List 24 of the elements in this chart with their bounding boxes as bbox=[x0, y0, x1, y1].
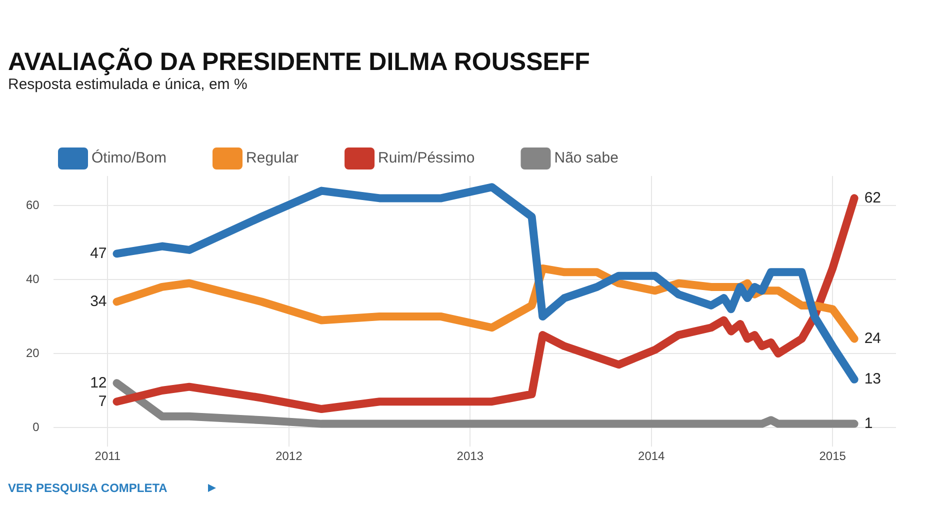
x-tick-label: 2014 bbox=[638, 449, 666, 464]
x-tick-label: 2012 bbox=[276, 449, 303, 464]
data-label: 12 bbox=[90, 374, 107, 392]
legend-label: Ótimo/Bom bbox=[92, 148, 167, 167]
chart-title: AVALIAÇÃO DA PRESIDENTE DILMA ROUSSEFF bbox=[8, 48, 591, 76]
y-tick-label: 0 bbox=[32, 420, 40, 434]
x-tick-label: 2013 bbox=[456, 449, 484, 464]
legend-label: Regular bbox=[246, 150, 299, 167]
y-tick-label: 20 bbox=[26, 346, 40, 360]
data-label: 24 bbox=[864, 330, 882, 347]
legend-label: Não sabe bbox=[554, 150, 618, 167]
data-label: 13 bbox=[864, 370, 882, 388]
data-label: 7 bbox=[98, 392, 107, 410]
x-tick-label: 2015 bbox=[819, 449, 846, 464]
y-tick-label: 40 bbox=[26, 272, 40, 286]
chart-subtitle: Resposta estimulada e única, em % bbox=[8, 76, 248, 93]
y-tick-label: 60 bbox=[26, 198, 40, 212]
data-label: 1 bbox=[864, 414, 873, 432]
data-label: 62 bbox=[864, 189, 882, 206]
data-label: 34 bbox=[90, 292, 107, 310]
legend-label: Ruim/Péssimo bbox=[378, 150, 475, 167]
x-tick-label: 2011 bbox=[94, 449, 121, 464]
text: VER PESQUISA COMPLETA bbox=[8, 481, 168, 495]
data-label: 47 bbox=[90, 244, 107, 262]
